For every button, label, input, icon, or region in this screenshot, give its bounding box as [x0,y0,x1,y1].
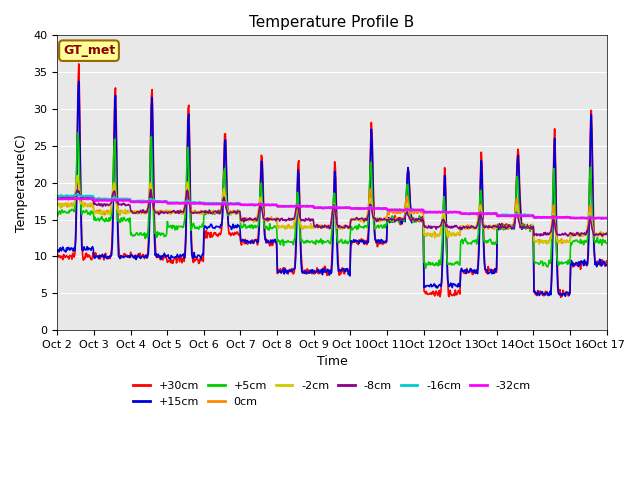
-2cm [74,173,81,179]
-8cm [603,230,611,236]
+30cm [63,254,71,260]
+5cm [74,130,82,136]
-8cm [564,233,572,239]
-16cm [399,208,407,214]
Line: +15cm: +15cm [58,81,607,296]
+5cm [422,265,429,271]
-16cm [583,216,591,222]
X-axis label: Time: Time [317,355,348,368]
-32cm [591,216,599,221]
-32cm [399,207,407,213]
-8cm [177,208,184,214]
+15cm [399,218,407,224]
+30cm [399,218,407,224]
+15cm [75,78,83,84]
+5cm [63,210,71,216]
+30cm [415,219,423,225]
-2cm [63,201,71,207]
0cm [121,208,129,214]
-16cm [603,216,611,221]
+5cm [205,207,213,213]
+30cm [205,231,213,237]
0cm [177,207,184,213]
0cm [205,209,213,215]
Line: -2cm: -2cm [58,176,607,244]
0cm [74,174,81,180]
-16cm [74,191,82,197]
+5cm [415,213,423,219]
-8cm [63,195,71,201]
-16cm [205,200,213,206]
-2cm [205,210,213,216]
-32cm [74,195,82,201]
-8cm [399,216,407,222]
+5cm [399,217,407,223]
-32cm [205,201,213,207]
-8cm [415,216,423,222]
+30cm [177,256,184,262]
-32cm [415,207,423,213]
-8cm [147,187,154,192]
-32cm [63,196,71,202]
-2cm [603,230,611,236]
+15cm [54,249,61,254]
0cm [399,209,407,215]
Line: +5cm: +5cm [58,133,607,268]
-8cm [205,208,213,214]
-32cm [121,197,129,203]
-16cm [63,192,71,198]
+15cm [205,224,213,230]
Y-axis label: Temperature(C): Temperature(C) [15,134,28,232]
-8cm [120,201,128,206]
-2cm [121,208,129,214]
Line: +30cm: +30cm [58,64,607,297]
+5cm [177,224,184,229]
-2cm [415,218,423,224]
-16cm [415,207,423,213]
Line: -32cm: -32cm [58,198,607,218]
+15cm [121,254,129,260]
Line: -16cm: -16cm [58,194,607,219]
-32cm [54,196,61,202]
Line: -8cm: -8cm [58,190,607,236]
+30cm [121,251,129,256]
-16cm [121,196,129,202]
0cm [63,204,71,210]
-2cm [536,241,543,247]
-32cm [177,201,184,206]
-32cm [603,215,611,221]
+30cm [54,251,61,256]
+30cm [603,258,611,264]
-2cm [399,216,407,222]
-16cm [177,200,184,206]
Line: 0cm: 0cm [58,177,607,244]
Text: GT_met: GT_met [63,44,115,57]
+5cm [54,213,61,219]
+15cm [561,293,569,299]
+5cm [121,216,129,222]
+15cm [177,252,184,257]
+30cm [557,294,564,300]
Title: Temperature Profile B: Temperature Profile B [250,15,415,30]
-16cm [54,193,61,199]
-8cm [54,194,61,200]
0cm [415,207,423,213]
+15cm [603,262,611,268]
+15cm [63,247,71,253]
+30cm [75,61,83,67]
+5cm [603,240,611,246]
0cm [603,232,611,238]
+15cm [415,218,423,224]
0cm [559,241,566,247]
Legend: +30cm, +15cm, +5cm, 0cm, -2cm, -8cm, -16cm, -32cm: +30cm, +15cm, +5cm, 0cm, -2cm, -8cm, -16… [129,377,536,411]
-2cm [177,208,184,214]
0cm [54,201,61,206]
-2cm [54,200,61,205]
